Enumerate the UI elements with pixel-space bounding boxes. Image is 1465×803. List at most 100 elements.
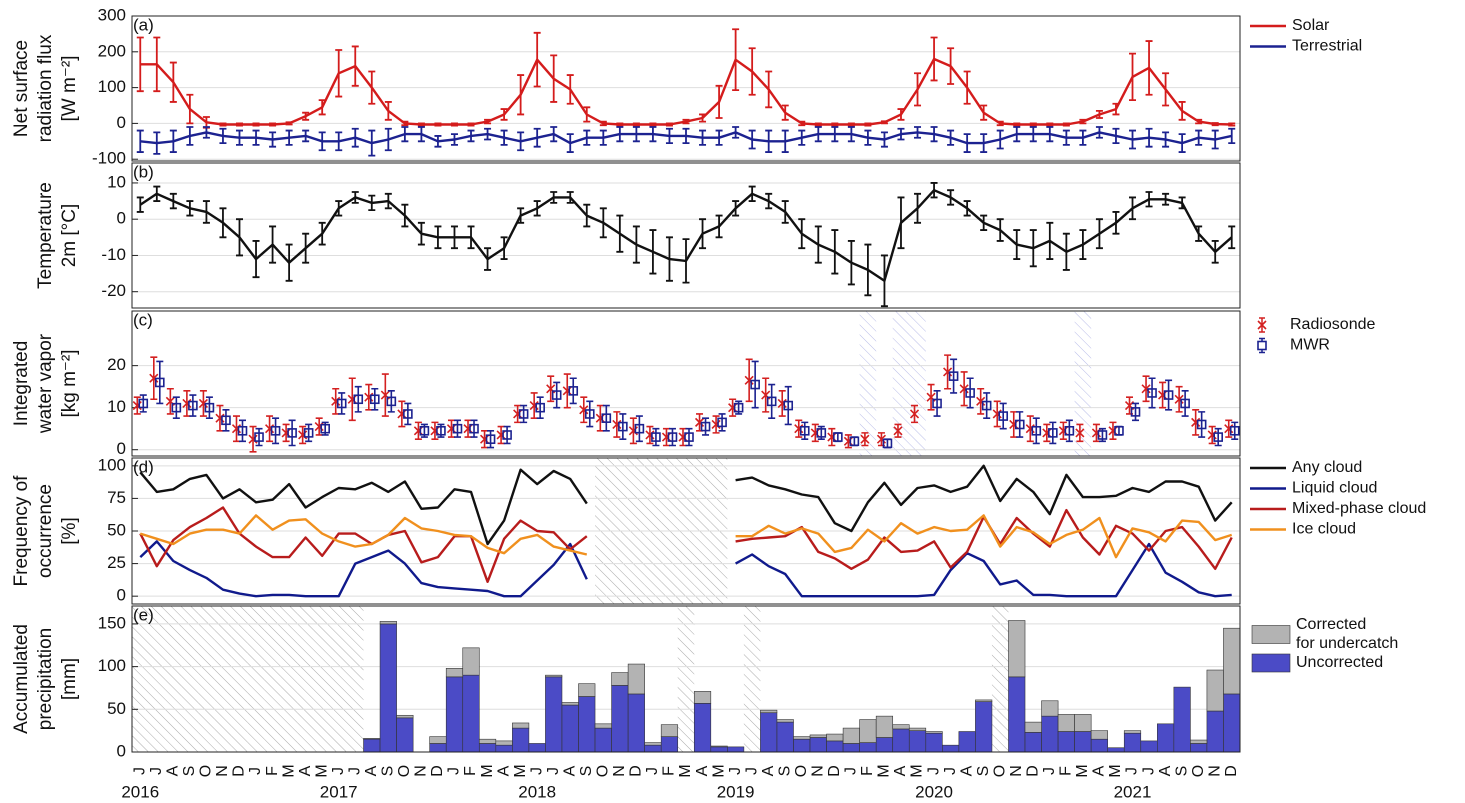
panel-label: (a) <box>133 15 154 34</box>
bar-segment <box>727 746 745 753</box>
bar-segment <box>942 744 960 753</box>
x-tick-label: S <box>776 766 793 777</box>
error-bar <box>668 427 676 447</box>
x-tick-label: M <box>909 764 926 777</box>
x-tick-label: D <box>1025 765 1042 777</box>
bar-segment <box>710 745 728 748</box>
x-tick-label: A <box>561 765 578 776</box>
bar-segment <box>644 744 662 753</box>
missing-data-hatch <box>181 606 199 752</box>
x-tick-label: M <box>677 764 694 777</box>
y-tick-label: 100 <box>98 455 126 474</box>
error-bar <box>702 417 710 436</box>
y-tick-label: 75 <box>107 488 126 507</box>
legend-label: Solar <box>1292 17 1330 34</box>
marker-square <box>1130 407 1141 417</box>
bar-segment <box>1107 747 1125 753</box>
x-tick-label: O <box>1190 765 1207 777</box>
bar-segment <box>875 737 894 753</box>
x-tick-label: A <box>495 765 512 776</box>
marker-square <box>568 386 579 396</box>
bar-segment <box>363 738 381 740</box>
marker-square <box>469 423 479 434</box>
x-tick-label: S <box>380 766 397 777</box>
legend-label: Any cloud <box>1292 459 1362 476</box>
bar-segment <box>445 676 464 753</box>
series-line <box>140 131 1232 145</box>
bar-segment <box>1223 693 1241 753</box>
x-tick-label: J <box>942 767 959 775</box>
bar-segment <box>495 740 513 746</box>
marker-square <box>1114 425 1124 436</box>
bar-segment <box>1024 732 1042 753</box>
y-tick-label: 0 <box>117 439 126 458</box>
marker-x <box>1075 428 1085 438</box>
marker-square <box>849 436 860 447</box>
x-tick-label: O <box>793 765 810 777</box>
bar-segment <box>1074 714 1092 732</box>
marker-square <box>551 390 562 400</box>
marker-square <box>204 402 215 413</box>
marker-square <box>1163 390 1174 400</box>
error-bar <box>387 390 395 413</box>
text-line: Temperature <box>35 182 56 289</box>
panel-label: (c) <box>133 310 153 329</box>
x-tick-label: J <box>1124 767 1141 775</box>
marker-square <box>799 425 810 436</box>
x-tick-label: M <box>876 764 893 777</box>
missing-data-hatch <box>198 606 215 752</box>
series-line <box>140 57 1232 126</box>
error-bar <box>205 396 213 419</box>
bar-segment <box>445 668 464 678</box>
y-tick-label: 50 <box>107 699 126 718</box>
x-tick-label: D <box>429 765 446 777</box>
text-line: Corrected <box>1296 616 1366 633</box>
error-bar <box>156 360 164 405</box>
text-line: radiation flux <box>35 34 56 142</box>
x-tick-label: J <box>330 767 347 775</box>
bar-segment <box>1190 743 1208 753</box>
y-axis-label: Net surface radiation flux [W m⁻²] <box>11 34 80 142</box>
y-tick-label: 100 <box>98 77 126 96</box>
y-tick-label: 0 <box>117 113 126 132</box>
error-bar <box>1231 421 1239 440</box>
legend-label: Uncorrected <box>1296 654 1383 671</box>
y-tick-label: 0 <box>117 586 126 605</box>
error-bar <box>652 427 660 447</box>
bar-segment <box>545 674 563 678</box>
bar-segment <box>776 719 794 723</box>
x-tick-label: N <box>810 765 827 777</box>
bar-segment <box>908 730 927 753</box>
marker-square <box>700 421 711 432</box>
marker-square <box>1196 419 1207 430</box>
bar-segment <box>842 727 860 744</box>
x-tick-label: M <box>313 764 330 777</box>
error-bar <box>1198 411 1206 438</box>
legend-label: Radiosonde <box>1290 316 1376 333</box>
bar-segment <box>1206 710 1224 753</box>
marker-square <box>485 434 496 444</box>
error-bar <box>222 408 230 432</box>
x-tick-label: J <box>528 767 545 775</box>
x-tick-label: F <box>661 766 678 776</box>
error-bar <box>1228 127 1236 144</box>
y-tick-label: 300 <box>98 5 126 24</box>
marker-square <box>419 425 430 436</box>
error-bar <box>487 429 495 449</box>
bar-segment <box>594 723 612 729</box>
series-line <box>139 514 1233 559</box>
y-tick-label: -20 <box>101 281 126 300</box>
panel-label: (e) <box>133 605 154 624</box>
x-tick-label: S <box>578 766 595 777</box>
x-tick-label: J <box>131 767 148 775</box>
x-tick-label: J <box>1140 767 1157 775</box>
y-tick-label: 0 <box>117 209 126 228</box>
error-bar <box>933 390 941 417</box>
marker-square <box>965 388 975 398</box>
x-tick-label: J <box>644 767 661 775</box>
missing-data-hatch <box>132 606 149 752</box>
text-line: precipitation <box>35 628 56 730</box>
y-axis-label: Frequency of occurrence [%] <box>11 475 80 587</box>
x-tick-label: O <box>198 765 215 777</box>
x-tick-label: J <box>545 767 562 775</box>
